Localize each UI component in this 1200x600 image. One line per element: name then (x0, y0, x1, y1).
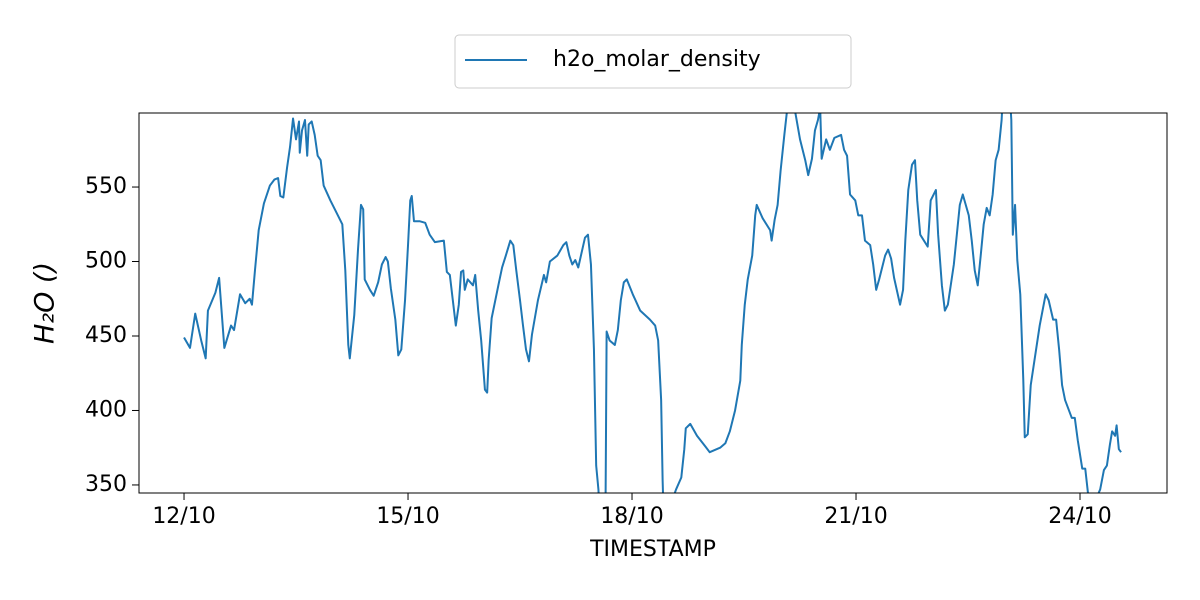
y-tick-label: 400 (85, 397, 127, 422)
x-tick-label: 15/10 (376, 504, 439, 529)
x-axis-label: TIMESTAMP (589, 537, 716, 562)
y-tick-label: 450 (85, 323, 127, 348)
x-tick-label: 12/10 (152, 504, 215, 529)
legend-label: h2o_molar_density (553, 47, 761, 72)
y-tick-label: 500 (85, 249, 127, 274)
x-tick-label: 24/10 (1048, 504, 1111, 529)
y-axis-label: H₂O () (30, 262, 61, 344)
x-tick-label: 18/10 (600, 504, 663, 529)
plot-frame (138, 112, 1168, 494)
plot-area (183, 113, 1122, 493)
y-tick-label: 350 (85, 472, 127, 497)
legend-box (454, 34, 852, 89)
data-line (183, 113, 1122, 493)
y-tick-label: 550 (85, 174, 127, 199)
x-tick-label: 21/10 (824, 504, 887, 529)
